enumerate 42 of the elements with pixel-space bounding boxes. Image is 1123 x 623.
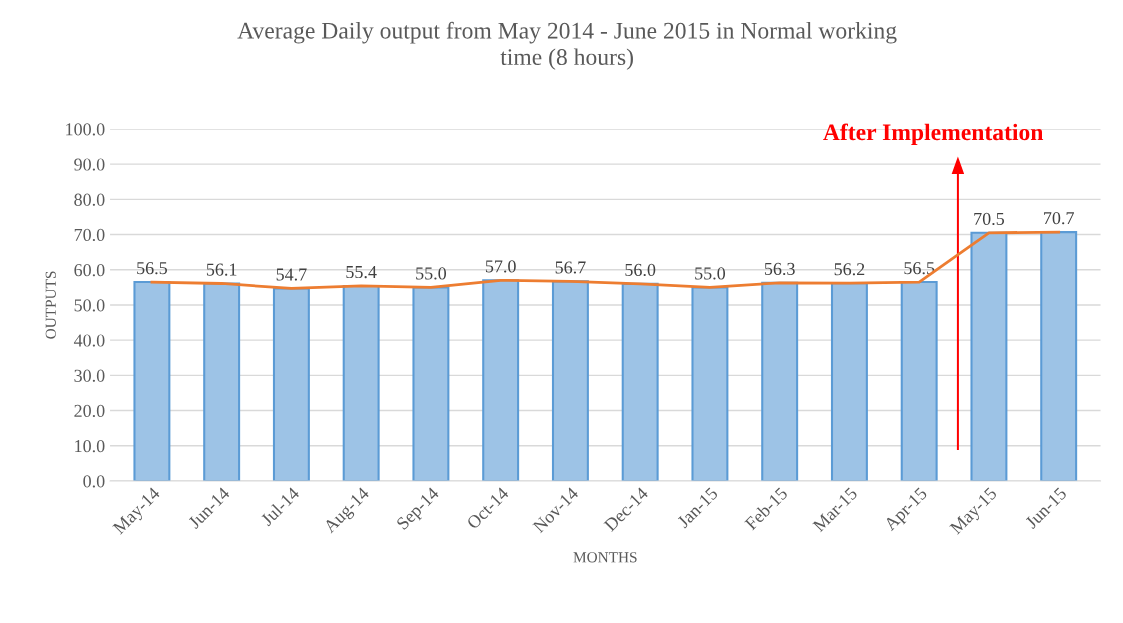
y-tick-label: 10.0	[75, 440, 105, 453]
x-axis-title: MONTHS	[573, 552, 637, 563]
bar	[412, 286, 450, 481]
y-tick-label: 80.0	[74, 193, 105, 206]
data-label: 56.3	[764, 262, 795, 276]
data-label: 55.0	[695, 267, 726, 280]
data-label: 70.5	[974, 212, 1005, 226]
y-tick-label: 20.0	[74, 404, 105, 418]
bar	[482, 279, 520, 481]
y-tick-label: 30.0	[74, 369, 105, 382]
y-tick-label: 50.0	[74, 299, 105, 312]
bar	[342, 284, 380, 481]
bar	[1040, 231, 1078, 481]
y-axis-title: OUTPUTS	[45, 271, 56, 339]
bar	[970, 231, 1008, 481]
y-tick-label: 70.0	[74, 228, 105, 242]
data-label: 55.0	[416, 267, 447, 280]
bar	[691, 286, 729, 481]
y-tick-label: 40.0	[73, 334, 105, 347]
data-label: 56.7	[555, 261, 586, 274]
chart-title: Average Daily output from May 2014 - June 2015 in Normal working time (8 hours)	[237, 21, 897, 70]
bar	[830, 282, 868, 481]
data-label: 56.2	[834, 263, 865, 276]
data-label: 57.0	[485, 260, 516, 273]
y-tick-label: 90.0	[74, 158, 105, 171]
data-label: 54.7	[276, 268, 307, 281]
data-label: 56.0	[625, 263, 656, 277]
bar	[272, 287, 310, 481]
y-tick-label: 60.0	[74, 264, 105, 277]
bar	[133, 281, 171, 481]
annotation: After Implementation	[823, 123, 1044, 146]
bar	[621, 282, 659, 481]
bar	[761, 281, 799, 481]
data-label: 55.4	[346, 266, 377, 279]
bar	[551, 280, 589, 481]
data-label: 70.7	[1044, 212, 1074, 225]
data-label: 56.1	[206, 263, 237, 276]
y-tick-label: 100.0	[66, 123, 105, 136]
data-label: 56.5	[137, 262, 167, 275]
bar	[203, 282, 241, 481]
y-tick-label: 0.0	[83, 475, 105, 488]
bar	[900, 281, 938, 481]
